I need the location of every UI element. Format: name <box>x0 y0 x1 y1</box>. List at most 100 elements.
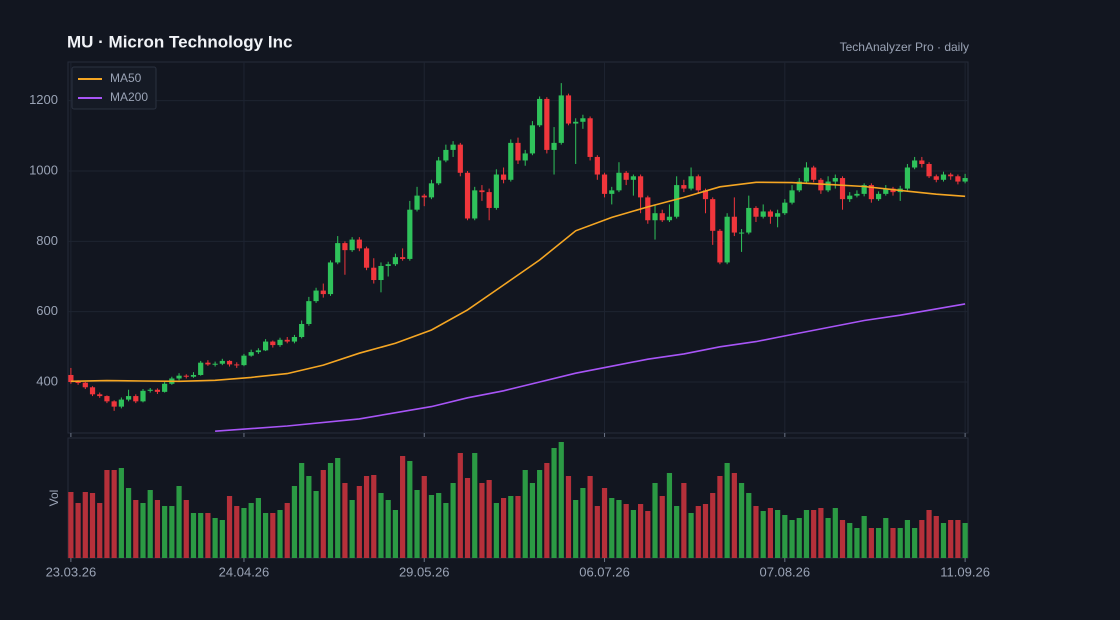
volume-bar <box>342 483 348 558</box>
volume-bar <box>587 476 593 558</box>
volume-bar <box>659 496 665 558</box>
volume-bar <box>767 508 774 558</box>
candle-body <box>544 98 550 150</box>
candle-body <box>573 121 579 124</box>
volume-bar <box>104 470 110 558</box>
candle-body <box>89 387 96 395</box>
candle-body <box>767 211 774 217</box>
volume-bar <box>529 483 536 558</box>
candle-body <box>147 389 153 391</box>
candle-body <box>356 239 362 249</box>
candle-body <box>363 248 370 268</box>
candle-body <box>284 339 290 342</box>
ma-line <box>215 303 966 432</box>
candle-body <box>457 144 463 173</box>
volume-bar <box>854 528 860 558</box>
candle-body <box>580 118 586 122</box>
candle-body <box>154 389 161 392</box>
volume-bar <box>284 503 290 558</box>
candle-body <box>919 160 925 164</box>
candle-body <box>551 142 557 150</box>
volume-bar <box>500 498 507 558</box>
candle-body <box>464 172 471 219</box>
volume-bar <box>306 476 312 558</box>
candle-body <box>421 195 427 198</box>
candle-body <box>493 174 499 208</box>
volume-bar <box>782 515 788 558</box>
volume-bar <box>407 461 413 558</box>
volume-bar <box>832 508 838 558</box>
volume-bar <box>912 528 918 558</box>
volume-bar <box>133 500 139 558</box>
volume-bar <box>875 528 882 558</box>
candle-body <box>125 396 132 400</box>
volume-bar <box>508 496 514 558</box>
volume-bar <box>378 493 384 558</box>
candle-body <box>104 396 110 402</box>
volume-bar <box>717 476 723 558</box>
candle-body <box>753 207 759 217</box>
volume-bar <box>897 528 903 558</box>
chart-title: MU · Micron Technology Inc <box>67 32 292 51</box>
candle-body <box>327 262 334 295</box>
candle-body <box>82 382 88 388</box>
candle-body <box>335 243 341 263</box>
candle-body <box>183 375 189 377</box>
candle-body <box>962 178 968 182</box>
ma-line <box>70 181 966 383</box>
volume-bar <box>125 488 132 558</box>
volume-bar <box>450 483 456 558</box>
volume-bar <box>616 500 622 558</box>
volume-bar <box>313 491 319 558</box>
candle-body <box>955 176 961 182</box>
candle-body <box>637 176 644 198</box>
volume-bar <box>183 500 189 558</box>
candle-body <box>811 167 817 180</box>
volume-bar <box>226 496 233 558</box>
volume-bar <box>623 504 629 558</box>
candle-body <box>255 350 261 353</box>
volume-bar <box>270 513 276 558</box>
volume-bar <box>565 476 572 558</box>
volume-bar <box>154 500 161 558</box>
volume-bar <box>443 503 449 558</box>
candle-body <box>717 230 723 263</box>
candle-body <box>724 216 730 263</box>
price-panel <box>67 61 969 434</box>
candle-body <box>241 355 247 366</box>
volume-bar <box>421 476 427 558</box>
volume-bar <box>645 511 651 558</box>
volume-bar <box>414 490 420 558</box>
volume-bar <box>551 448 557 558</box>
x-tick-label: 06.07.26 <box>579 564 630 579</box>
candle-body <box>854 193 860 196</box>
candle-body <box>623 172 629 180</box>
volume-bar <box>277 510 283 558</box>
volume-bar <box>630 510 636 558</box>
candle-body <box>565 95 572 124</box>
candle-body <box>68 374 74 383</box>
volume-bar <box>919 520 925 558</box>
volume-bar <box>140 503 146 558</box>
volume-bar <box>82 492 88 558</box>
volume-bar <box>883 518 889 558</box>
candle-body <box>537 98 543 126</box>
volume-bar <box>609 498 615 558</box>
x-tick-label: 23.03.26 <box>46 564 97 579</box>
volume-bar <box>255 498 261 558</box>
candle-body <box>436 160 442 184</box>
source-label: TechAnalyzer Pro · daily <box>840 40 969 54</box>
volume-bar <box>428 495 435 558</box>
candle-body <box>652 213 658 221</box>
volume-bar <box>162 506 168 558</box>
volume-bar <box>363 476 370 558</box>
volume-bar <box>335 458 341 558</box>
volume-bar <box>349 500 355 558</box>
candle-body <box>796 181 802 191</box>
candle-body <box>219 360 225 364</box>
volume-bar <box>811 510 817 558</box>
candle-body <box>479 190 485 193</box>
candle-body <box>832 178 838 182</box>
candle-body <box>140 390 146 402</box>
